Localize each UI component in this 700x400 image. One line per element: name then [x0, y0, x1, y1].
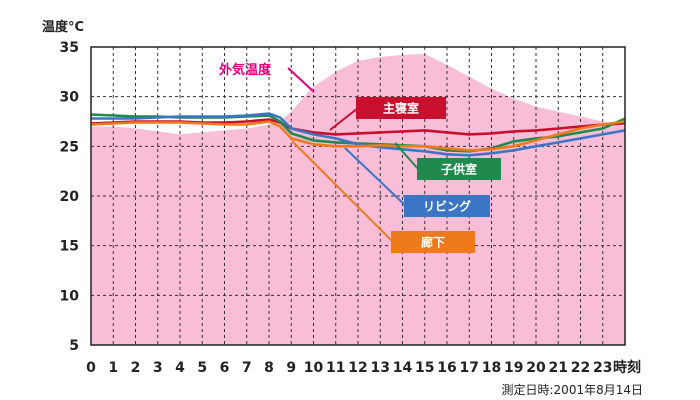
x-tick-label: 11: [326, 360, 345, 376]
x-tick-label: 8: [264, 360, 274, 376]
x-tick-labels: 0 1 2 3 4 5 6 7 8 9 10 11 12 13 14 15 16 17 18 19 20 21 22 23: [86, 360, 612, 376]
label-leader-corridor: [291, 140, 394, 243]
x-axis-title: 時刻: [613, 359, 641, 376]
x-tick-label: 2: [131, 360, 141, 376]
y-tick-label: 30: [60, 90, 80, 106]
plot-frame: [90, 46, 626, 346]
x-tick-label: 22: [571, 360, 590, 376]
x-tick-label: 0: [86, 360, 96, 376]
x-tick-label: 10: [304, 360, 324, 376]
label-box-child: [417, 158, 501, 180]
label-leader-child: [394, 142, 420, 171]
x-tick-label: 13: [371, 360, 390, 376]
measurement-date-note: 測定日時:2001年8月14日: [502, 382, 644, 397]
x-tick-label: 5: [197, 360, 207, 376]
y-tick-label: 5: [69, 338, 79, 354]
y-tick-label: 25: [60, 139, 79, 155]
x-tick-label: 17: [460, 360, 479, 376]
y-axis-title: 温度°C: [42, 19, 84, 35]
series-lines: [90, 112, 626, 157]
x-tick-label: 4: [175, 360, 185, 376]
x-tick-label: 6: [220, 360, 230, 376]
x-tick-label: 9: [286, 360, 296, 376]
series-label-living: リビング: [423, 199, 471, 214]
x-tick-label: 16: [437, 360, 456, 376]
x-tick-label: 15: [415, 360, 434, 376]
label-leader-living: [344, 147, 407, 207]
series-label-corridor: 廊下: [421, 235, 445, 250]
y-tick-label: 15: [60, 239, 79, 255]
label-box-living: [404, 195, 490, 217]
label-leader-master: [329, 107, 359, 131]
x-tick-label: 18: [482, 360, 501, 376]
label-box-master: [356, 97, 446, 119]
x-tick-label: 12: [348, 360, 367, 376]
series-label-outside: 外気温度: [218, 62, 272, 78]
y-tick-label: 10: [60, 288, 80, 304]
series-label-child: 子供室: [441, 162, 477, 177]
y-tick-label: 20: [60, 189, 80, 205]
x-tick-label: 21: [549, 360, 568, 376]
label-leader-outside: [287, 67, 315, 93]
x-tick-label: 7: [242, 360, 252, 376]
y-tick-label: 35: [60, 40, 79, 56]
x-tick-label: 23: [593, 360, 612, 376]
x-tick-label: 14: [393, 360, 413, 376]
y-tick-labels: 5 10 15 20 25 30 35: [60, 40, 80, 354]
x-tick-label: 3: [153, 360, 163, 376]
series-line-corridor: [90, 120, 626, 152]
x-tick-label: 20: [526, 360, 546, 376]
series-line-living: [91, 112, 626, 157]
series-label-master: 主寝室: [383, 101, 419, 116]
x-tick-label: 1: [108, 360, 118, 376]
x-tick-label: 19: [504, 360, 523, 376]
label-box-corridor: [391, 231, 475, 253]
